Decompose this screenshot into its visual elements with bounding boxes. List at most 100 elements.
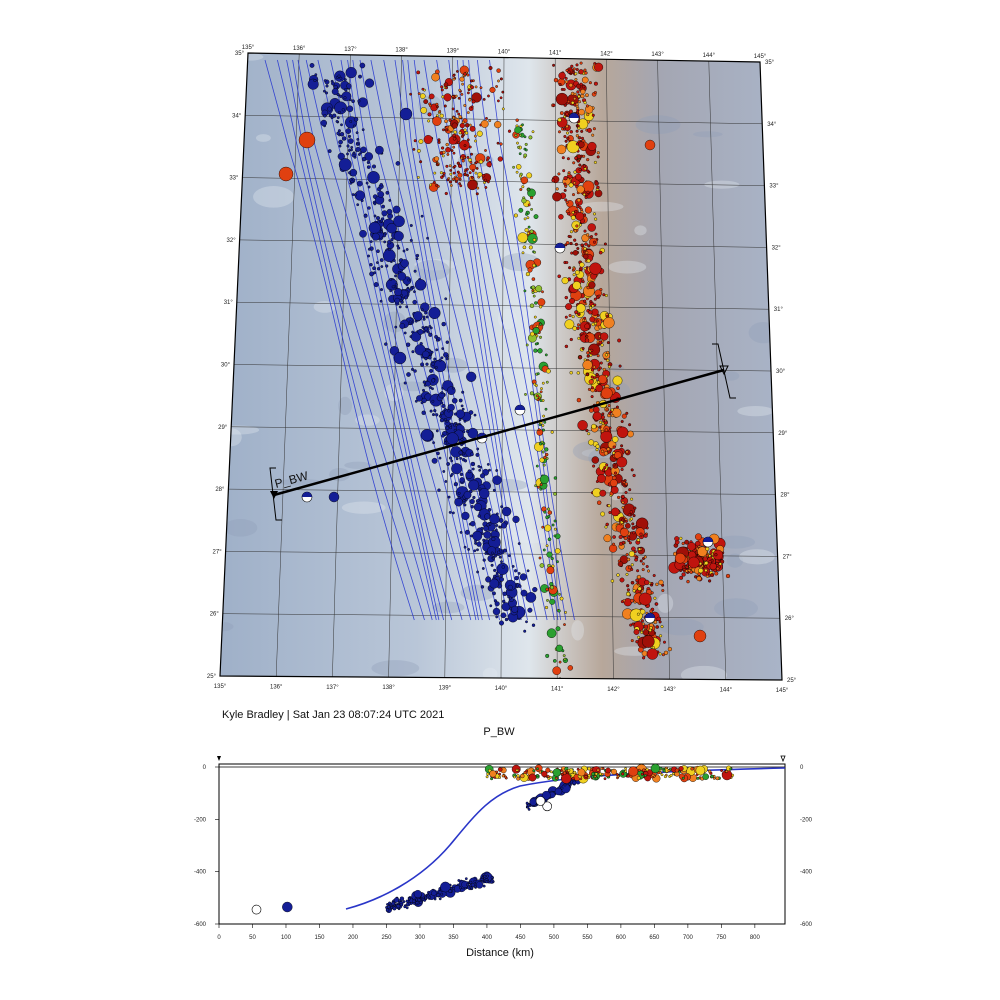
epicenter	[584, 105, 594, 114]
epicenter	[501, 522, 508, 529]
epicenter	[581, 347, 585, 351]
epicenter	[367, 185, 371, 189]
epicenter	[355, 146, 361, 152]
epicenter	[637, 586, 642, 591]
epicenter	[588, 281, 596, 289]
hypocenter	[482, 884, 486, 888]
epicenter	[384, 342, 388, 346]
epicenter	[704, 568, 708, 572]
epicenter	[586, 258, 591, 263]
epicenter	[536, 398, 540, 402]
epicenter	[380, 219, 384, 223]
epicenter	[469, 160, 473, 164]
epicenter	[421, 326, 425, 329]
earthquake-epicenters	[278, 61, 731, 680]
epicenter	[461, 511, 470, 521]
epicenter	[470, 152, 473, 156]
epicenter	[584, 323, 590, 330]
epicenter	[538, 305, 543, 309]
epicenter	[464, 529, 470, 535]
epicenter	[350, 148, 353, 152]
epicenter	[522, 245, 527, 250]
epicenter	[566, 131, 570, 135]
epicenter	[323, 79, 327, 83]
epicenter	[527, 607, 533, 613]
relief-feature	[414, 259, 457, 271]
lon-tick-bottom: 143°	[663, 687, 676, 693]
epicenter	[515, 118, 519, 122]
lon-tick-top: 138°	[395, 48, 408, 54]
epicenter	[392, 205, 401, 214]
lon-tick-top: 135°	[242, 45, 255, 51]
epicenter	[626, 535, 631, 539]
epicenter	[452, 171, 456, 175]
epicenter	[496, 68, 501, 73]
epicenter	[624, 519, 628, 523]
epicenter	[654, 602, 659, 606]
epicenter	[555, 644, 564, 652]
epicenter	[440, 88, 444, 92]
epicenter	[547, 507, 551, 511]
lon-tick-bottom: 144°	[720, 688, 733, 694]
epicenter	[439, 113, 444, 118]
epicenter	[541, 424, 545, 427]
hypocenter	[584, 775, 588, 778]
epicenter	[630, 580, 635, 585]
epicenter	[486, 180, 490, 184]
epicenter	[547, 537, 552, 542]
epicenter	[577, 118, 589, 130]
epicenter	[420, 308, 424, 312]
epicenter	[458, 450, 463, 455]
epicenter	[559, 596, 564, 601]
epicenter	[445, 142, 449, 147]
epicenter	[475, 160, 479, 164]
epicenter	[341, 136, 347, 141]
epicenter	[474, 171, 478, 175]
epicenter	[527, 233, 538, 244]
epicenter	[591, 133, 595, 137]
epicenter	[643, 555, 647, 559]
epicenter	[544, 407, 548, 411]
lat-tick-left: 33°	[229, 176, 239, 182]
lat-tick-right: 33°	[769, 184, 779, 190]
epicenter	[558, 130, 562, 134]
epicenter	[531, 130, 535, 134]
epicenter	[466, 91, 470, 95]
profile-line	[273, 368, 725, 497]
credit-line: Kyle Bradley | Sat Jan 23 08:07:24 UTC 2…	[222, 709, 444, 721]
epicenter	[542, 442, 546, 445]
epicenter	[630, 468, 634, 472]
epicenter	[546, 368, 551, 374]
relief-feature	[482, 667, 498, 680]
epicenter	[641, 622, 645, 626]
epicenter	[705, 553, 709, 558]
epicenter	[533, 382, 537, 386]
epicenter	[608, 544, 618, 553]
epicenter	[429, 386, 432, 389]
hypocenter	[611, 768, 618, 775]
epicenter	[570, 64, 574, 68]
epicenter	[445, 426, 450, 430]
hypocenter	[405, 906, 409, 910]
epicenter	[650, 591, 654, 595]
epicenter	[369, 271, 374, 277]
epicenter	[521, 251, 525, 255]
epicenter	[517, 542, 521, 545]
epicenter	[499, 620, 505, 626]
epicenter	[600, 343, 604, 347]
epicenter	[339, 131, 345, 137]
epicenter	[628, 423, 632, 427]
epicenter	[479, 465, 483, 469]
epicenter	[697, 546, 708, 557]
epicenter	[583, 253, 589, 260]
epicenter	[463, 72, 467, 76]
relief-feature	[571, 620, 585, 641]
epicenter	[486, 462, 490, 466]
slab-contour	[292, 59, 437, 621]
epicenter	[455, 457, 459, 461]
epicenter	[715, 561, 719, 566]
epicenter	[588, 379, 594, 385]
lon-tick-bottom: 138°	[382, 685, 395, 691]
epicenter	[429, 409, 433, 413]
epicenter	[492, 488, 496, 492]
